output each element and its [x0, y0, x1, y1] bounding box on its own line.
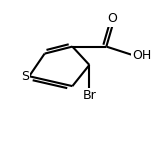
Text: O: O — [108, 12, 117, 25]
Text: OH: OH — [133, 49, 152, 61]
Text: Br: Br — [82, 89, 96, 102]
Text: S: S — [21, 70, 29, 83]
